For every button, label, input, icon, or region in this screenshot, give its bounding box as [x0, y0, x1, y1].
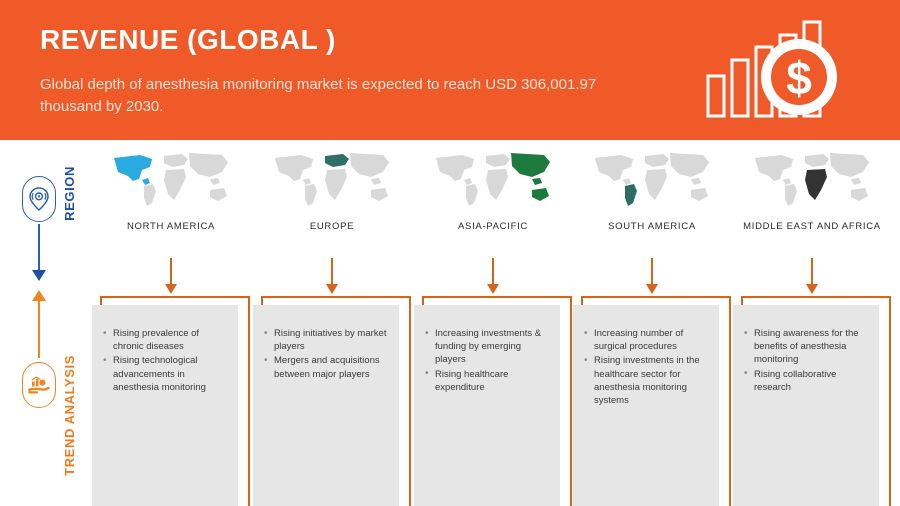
- map-wrapper: [106, 150, 236, 212]
- trend-bracket: [261, 296, 411, 506]
- region-column: NORTH AMERICA Rising prevalence of chron…: [92, 150, 250, 506]
- world-map-north-america-highlight: [114, 153, 228, 206]
- region-label: NORTH AMERICA: [126, 221, 216, 232]
- sidebar-axis: REGION TREND ANALYSIS: [0, 140, 92, 506]
- trend-card: Rising initiatives by market playersMerg…: [253, 305, 399, 506]
- region-icon-frame: [22, 176, 56, 222]
- trend-bullet-list: Rising initiatives by market playersMerg…: [253, 305, 399, 381]
- trend-bullet: Rising investments in the healthcare sec…: [583, 354, 709, 407]
- world-map-europe-highlight: [275, 153, 389, 206]
- region-label: SOUTH AMERICA: [608, 221, 696, 232]
- trend-bullet: Rising collaborative research: [743, 367, 869, 394]
- trend-bracket: [100, 296, 250, 506]
- trend-bullet-list: Increasing number of surgical procedures…: [573, 305, 719, 407]
- map-wrapper: [428, 150, 558, 212]
- trend-bullet: Increasing investments & funding by emer…: [424, 327, 550, 367]
- map-wrapper: [747, 150, 877, 212]
- svg-text:$: $: [786, 52, 812, 104]
- page-title: REVENUE (GLOBAL ): [40, 24, 336, 55]
- hand-holding-growth-icon: [28, 376, 50, 394]
- trend-bullet: Increasing number of surgical procedures: [583, 326, 709, 353]
- world-map-south-america-highlight: [595, 153, 709, 206]
- trend-bullet: Rising healthcare expenditure: [424, 367, 550, 394]
- trend-bullet: Mergers and acquisitions between major p…: [263, 354, 389, 380]
- bar-chart-dollar-coin-icon: $: [706, 20, 837, 118]
- map-wrapper: [587, 150, 717, 212]
- region-column: EUROPE Rising initiatives by market play…: [253, 150, 411, 506]
- trend-card: Increasing number of surgical procedures…: [573, 305, 719, 506]
- region-label: ASIA-PACIFIC: [458, 221, 528, 232]
- region-to-trend-arrow-icon: [646, 258, 658, 294]
- header-banner: REVENUE (GLOBAL ) Global depth of anesth…: [0, 0, 900, 140]
- trend-bullet-list: Increasing investments & funding by emer…: [414, 305, 560, 394]
- sidebar-label-region: REGION: [62, 166, 77, 221]
- region-to-trend-arrow-icon: [326, 258, 338, 294]
- trend-bracket: [581, 296, 731, 506]
- region-label: EUROPE: [309, 221, 355, 232]
- trend-bullet: Rising initiatives by market players: [263, 326, 389, 353]
- sidebar-label-trend: TREND ANALYSIS: [62, 355, 77, 476]
- trend-card: Rising awareness for the benefits of ane…: [733, 305, 879, 506]
- world-map-middle-east-africa-highlight: [755, 153, 869, 206]
- trend-bracket: [741, 296, 891, 506]
- trend-bullet-list: Rising prevalence of chronic diseasesRis…: [92, 305, 238, 394]
- trend-bullet: Rising awareness for the benefits of ane…: [743, 327, 869, 367]
- trend-bracket: [422, 296, 572, 506]
- trend-bullet: Rising prevalence of chronic diseases: [102, 326, 228, 353]
- region-arrow-down-icon: [32, 270, 46, 281]
- region-column: ASIA-PACIFIC Increasing investments & fu…: [414, 150, 572, 506]
- region-column: MIDDLE EAST AND AFRICA Rising awareness …: [733, 150, 891, 506]
- header-subtitle: Global depth of anesthesia monitoring ma…: [40, 76, 597, 115]
- world-map-asia-pacific-highlight: [436, 153, 550, 206]
- region-to-trend-arrow-icon: [165, 258, 177, 294]
- trend-bullet: Rising technological advancements in ane…: [102, 354, 228, 394]
- trend-axis-line: [38, 300, 40, 358]
- region-to-trend-arrow-icon: [806, 258, 818, 294]
- region-axis-line: [38, 224, 40, 274]
- trend-card: Rising prevalence of chronic diseasesRis…: [92, 305, 238, 506]
- location-pin-signal-icon: [29, 187, 49, 212]
- trend-arrow-up-icon: [32, 290, 46, 301]
- region-column: SOUTH AMERICA Increasing number of surgi…: [573, 150, 731, 506]
- trend-bullet-list: Rising awareness for the benefits of ane…: [733, 305, 879, 394]
- trend-card: Increasing investments & funding by emer…: [414, 305, 560, 506]
- region-to-trend-arrow-icon: [487, 258, 499, 294]
- trend-icon-frame: [22, 362, 56, 408]
- region-label: MIDDLE EAST AND AFRICA: [743, 221, 881, 232]
- map-wrapper: [267, 150, 397, 212]
